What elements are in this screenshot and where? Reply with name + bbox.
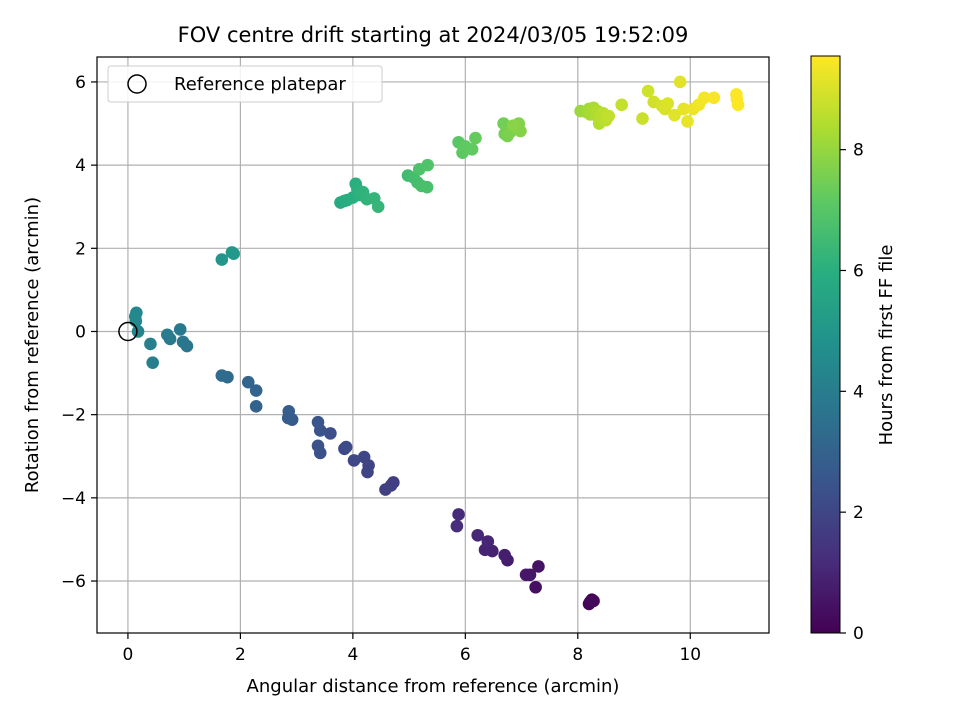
data-point xyxy=(529,580,542,594)
y-tick-label: −6 xyxy=(61,572,86,592)
data-point xyxy=(144,337,157,351)
data-point xyxy=(131,325,145,338)
data-point xyxy=(249,384,263,397)
data-point xyxy=(282,405,296,418)
data-point xyxy=(371,200,385,214)
colorbar-tick-label: 6 xyxy=(853,261,864,281)
y-tick-label: −4 xyxy=(61,489,86,509)
grid xyxy=(97,57,769,633)
x-tick-label: 4 xyxy=(347,645,358,665)
data-point xyxy=(519,568,533,582)
data-point xyxy=(471,528,485,542)
legend: Reference platepar xyxy=(107,65,383,103)
data-point xyxy=(532,560,545,573)
data-points xyxy=(128,75,745,611)
data-point xyxy=(128,310,142,323)
data-point xyxy=(215,369,229,382)
plot-frame xyxy=(96,56,770,634)
chart-title: FOV centre drift starting at 2024/03/05 … xyxy=(178,23,689,47)
y-ticks: −6 −4 −2 0 2 4 6 xyxy=(61,73,97,592)
x-tick-label: 8 xyxy=(572,645,583,665)
y-tick-label: 0 xyxy=(75,322,86,342)
data-point xyxy=(160,328,174,342)
data-point xyxy=(146,356,159,369)
colorbar-tick-label: 2 xyxy=(853,503,864,523)
data-point xyxy=(420,180,434,194)
colorbar-tick-label: 0 xyxy=(853,624,864,644)
y-axis-label: Rotation from reference (arcmin) xyxy=(22,197,43,493)
data-point xyxy=(311,415,325,429)
colorbar-label: Hours from first FF file xyxy=(876,245,897,446)
y-tick-label: 4 xyxy=(75,156,86,176)
data-point xyxy=(311,439,325,453)
colorbar-tick-label: 4 xyxy=(853,382,864,402)
x-tick-label: 0 xyxy=(123,645,134,665)
data-point xyxy=(361,465,374,479)
colorbar-tick-label: 8 xyxy=(853,141,864,161)
data-point xyxy=(173,323,187,336)
x-tick-label: 6 xyxy=(460,645,471,665)
data-point xyxy=(215,253,229,266)
colorbar: 0 2 4 6 8 Hours from first FF file xyxy=(810,55,897,644)
data-point xyxy=(241,375,255,389)
legend-box xyxy=(107,65,383,103)
colorbar-gradient xyxy=(810,55,841,634)
reference-platepar-marker xyxy=(118,321,138,342)
data-point xyxy=(677,102,690,116)
data-point xyxy=(641,84,655,98)
data-point xyxy=(498,548,511,562)
data-point xyxy=(176,335,190,349)
y-tick-label: −2 xyxy=(61,406,86,426)
data-point xyxy=(469,131,482,145)
x-tick-label: 10 xyxy=(679,645,701,665)
data-point xyxy=(602,109,616,123)
data-point xyxy=(481,535,495,548)
data-point xyxy=(730,93,744,106)
y-tick-label: 6 xyxy=(75,73,86,93)
data-point xyxy=(673,75,687,89)
data-point xyxy=(339,440,353,454)
data-point xyxy=(227,247,240,261)
legend-label: Reference platepar xyxy=(174,74,346,95)
data-point xyxy=(506,119,520,132)
data-point xyxy=(379,483,392,496)
data-point xyxy=(615,98,628,112)
data-point xyxy=(465,143,479,156)
data-point xyxy=(452,508,465,521)
data-point xyxy=(587,594,600,608)
data-point xyxy=(421,158,434,172)
data-point xyxy=(347,454,361,467)
data-point xyxy=(681,115,694,128)
colorbar-ticks: 0 2 4 6 8 xyxy=(840,141,864,644)
legend-open-circle-icon xyxy=(127,74,147,94)
data-point xyxy=(698,91,711,105)
y-tick-label: 2 xyxy=(75,239,86,259)
data-point xyxy=(636,112,649,125)
data-point xyxy=(249,400,263,413)
data-point xyxy=(450,519,464,533)
data-point xyxy=(357,450,371,464)
data-point xyxy=(707,91,721,105)
x-tick-label: 2 xyxy=(235,645,246,665)
data-point xyxy=(661,97,675,110)
data-point xyxy=(668,108,681,122)
x-ticks: 0 2 4 6 8 10 xyxy=(123,633,701,665)
data-point xyxy=(324,427,337,440)
x-axis-label: Angular distance from reference (arcmin) xyxy=(247,676,620,697)
